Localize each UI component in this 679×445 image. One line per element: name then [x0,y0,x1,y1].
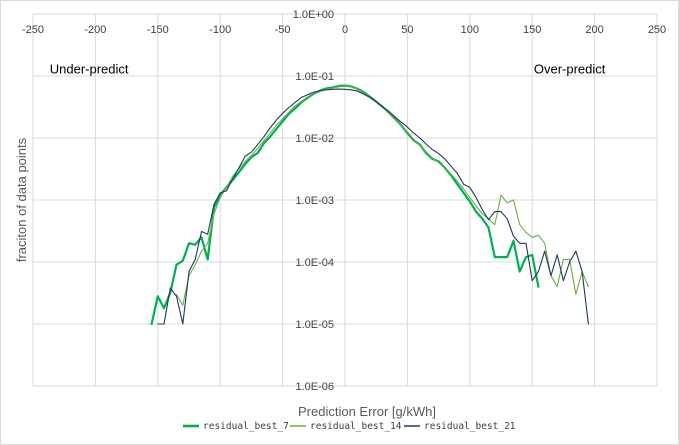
y-tick-label: 1.0E-03 [295,195,334,207]
x-tick-label: 50 [401,24,413,36]
x-tick-label: 200 [585,24,603,36]
y-axis-label: fraciton of data points [14,137,29,262]
y-tick-label: 1.0E-05 [295,319,334,331]
series-line-residual-best-14 [175,85,589,306]
y-tick-label: 1.0E+00 [293,9,334,21]
x-tick-labels: -250 -200 -150 -100 -50 0 50 100 150 200 250 [22,24,666,36]
legend: residual_best_7 residual_best_14 residual_… [183,421,516,432]
x-tick-label: -250 [22,24,44,36]
x-axis-label: Prediction Error [g/kWh] [298,404,436,419]
gridlines [32,13,658,387]
annotation-under-predict: Under-predict [50,61,129,76]
legend-label: residual_best_14 [310,421,402,432]
y-tick-label: 1.0E-01 [295,71,334,83]
x-tick-label: -200 [84,24,106,36]
series-line-residual-best-21 [157,88,589,325]
y-tick-labels: 1.0E+00 1.0E-01 1.0E-02 1.0E-03 1.0E-04 1.0E-… [293,9,334,393]
x-tick-label: -100 [209,24,231,36]
y-tick-label: 1.0E-06 [295,381,334,393]
x-tick-label: 150 [523,24,541,36]
x-tick-label: -150 [147,24,169,36]
legend-label: residual_best_21 [424,421,516,432]
y-tick-label: 1.0E-04 [295,257,334,269]
y-tick-label: 1.0E-02 [295,133,334,145]
x-tick-label: 100 [461,24,479,36]
legend-label: residual_best_7 [203,421,289,432]
x-tick-label: -50 [275,24,291,36]
series-layer [150,84,589,326]
annotation-over-predict: Over-predict [534,61,606,76]
x-tick-label: 250 [648,24,666,36]
x-tick-label: 0 [342,24,348,36]
